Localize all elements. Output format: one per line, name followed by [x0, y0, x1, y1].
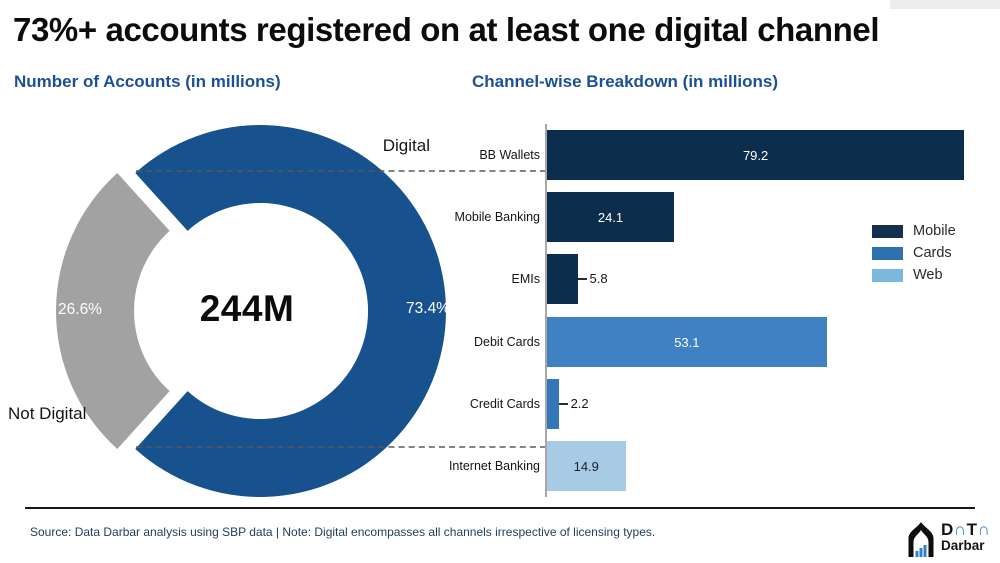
legend-label-mobile: Mobile — [913, 223, 956, 239]
bar-category-label-mobile-banking: Mobile Banking — [454, 210, 540, 224]
bar-chart-axis-line — [545, 124, 547, 497]
connector-dashed-line-top — [136, 170, 546, 172]
donut-section-heading: Number of Accounts (in millions) — [14, 72, 281, 91]
connector-dashed-line-bottom — [136, 446, 546, 448]
donut-slice-percentage-not-digital: 26.6% — [58, 301, 102, 318]
brand-text-top: D∩T∩ — [941, 521, 990, 539]
donut-slice-label-digital: Digital — [382, 136, 430, 155]
bar-section-heading: Channel-wise Breakdown (in millions) — [472, 72, 779, 91]
brand-letter: T — [966, 520, 978, 539]
bar-internet-banking: 14.9 — [547, 441, 626, 491]
bar-bb-wallets: 79.2 — [547, 130, 965, 180]
legend-swatch-web — [872, 268, 903, 282]
bar-leader-tick-emis — [577, 278, 587, 280]
page-title: 73%+ accounts registered on at least one… — [13, 11, 880, 48]
bar-category-label-internet-banking: Internet Banking — [448, 459, 540, 473]
legend-item-web: Web — [872, 267, 943, 283]
footer-divider — [25, 507, 975, 509]
legend-swatch-mobile — [872, 224, 903, 238]
legend-swatch-cards — [872, 246, 903, 260]
bar-credit-cards — [547, 379, 559, 429]
brand-text: D∩T∩ Darbar — [941, 521, 990, 553]
bar-value-label-debit-cards: 53.1 — [674, 334, 700, 350]
bar-category-label-credit-cards: Credit Cards — [469, 397, 540, 411]
brand-arch-icon — [908, 522, 934, 557]
legend-item-mobile: Mobile — [872, 223, 956, 239]
donut-slice-label-not-digital: Not Digital — [8, 404, 87, 423]
brand-text-bottom: Darbar — [941, 538, 985, 553]
brand-letter: D — [941, 520, 954, 539]
brand-letter: ∩ — [953, 520, 967, 539]
bar-debit-cards: 53.1 — [547, 317, 827, 367]
bar-emis — [547, 254, 578, 304]
legend-item-cards: Cards — [872, 245, 952, 261]
donut-chart — [56, 125, 447, 498]
brand-letter: ∩ — [977, 520, 991, 539]
bar-category-label-debit-cards: Debit Cards — [474, 335, 540, 349]
bar-value-label-mobile-banking: 24.1 — [597, 209, 624, 225]
bar-value-label-bb-wallets: 79.2 — [742, 147, 769, 163]
donut-slice-digital — [135, 125, 447, 498]
bar-category-label-emis: EMIs — [511, 272, 540, 286]
donut-center-total: 244M — [199, 288, 295, 329]
bar-mobile-banking: 24.1 — [547, 192, 674, 242]
bar-value-label-internet-banking: 14.9 — [573, 458, 599, 474]
bar-category-label-bb-wallets: BB Wallets — [479, 148, 540, 162]
bar-value-label-credit-cards: 2.2 — [570, 396, 589, 411]
bar-value-label-emis: 5.8 — [589, 271, 608, 286]
bar-leader-tick-credit-cards — [558, 403, 568, 405]
corner-watermark-strip — [890, 0, 1000, 9]
brand-logo: D∩T∩ Darbar — [906, 521, 990, 558]
source-note: Source: Data Darbar analysis using SBP d… — [30, 525, 656, 539]
donut-slice-not-digital — [56, 173, 170, 449]
legend-label-cards: Cards — [913, 245, 952, 261]
legend-label-web: Web — [913, 267, 943, 283]
donut-slice-percentage-digital: 73.4% — [406, 300, 450, 317]
